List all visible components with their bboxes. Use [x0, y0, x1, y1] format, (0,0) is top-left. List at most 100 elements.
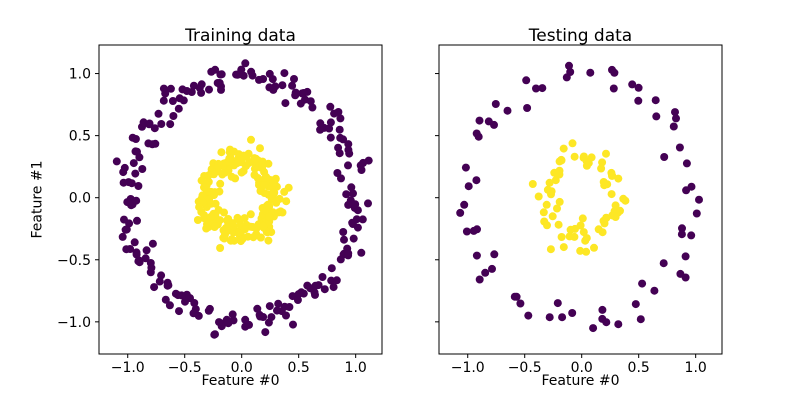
data-point [349, 189, 357, 198]
data-point [133, 147, 141, 156]
data-point [638, 279, 647, 288]
data-point [260, 181, 269, 190]
data-point [490, 120, 498, 129]
axis-ticks [435, 73, 697, 358]
data-point [568, 139, 577, 148]
data-point [616, 206, 624, 215]
data-point [150, 283, 159, 292]
data-point [259, 313, 268, 321]
data-point [582, 247, 591, 256]
data-point [296, 99, 305, 108]
data-point [198, 191, 207, 200]
data-point [179, 96, 188, 105]
data-point [256, 233, 265, 242]
data-point [475, 116, 484, 125]
x-tick-label: −1.0 [111, 360, 145, 376]
data-point [148, 239, 157, 248]
data-point [229, 228, 238, 237]
x-tick-label: −0.5 [508, 360, 542, 376]
data-point [135, 258, 144, 267]
data-point [221, 230, 229, 239]
data-point [250, 171, 259, 179]
data-point [329, 283, 338, 292]
data-point [551, 176, 560, 185]
data-point [166, 120, 175, 129]
data-point [316, 125, 325, 134]
data-point [636, 315, 645, 324]
data-point [133, 216, 141, 225]
data-point [687, 231, 696, 240]
data-point [282, 311, 290, 320]
data-point [233, 159, 242, 168]
data-point [260, 189, 269, 197]
data-point [557, 156, 566, 165]
data-point [634, 96, 643, 105]
data-point [532, 84, 540, 93]
data-point [217, 85, 225, 94]
data-point [271, 175, 280, 184]
data-point [299, 89, 308, 97]
data-point [682, 159, 691, 168]
data-point [206, 212, 215, 221]
data-point [608, 65, 616, 74]
data-point [578, 214, 587, 223]
data-point [344, 140, 353, 149]
data-point [174, 104, 183, 113]
y-tick-label: −1.0 [57, 315, 91, 331]
data-point [523, 104, 532, 112]
data-point [488, 264, 496, 273]
data-point [280, 187, 289, 196]
data-point [278, 208, 287, 217]
y-tick-label: 0.5 [69, 129, 91, 145]
data-point [211, 330, 219, 339]
data-point [659, 259, 668, 268]
data-point [200, 211, 208, 220]
data-point [607, 190, 616, 199]
data-point [464, 182, 473, 191]
data-point [168, 97, 177, 105]
data-point [118, 232, 127, 241]
data-point [543, 221, 551, 230]
data-point [159, 84, 168, 93]
data-point [294, 290, 303, 299]
data-point [461, 163, 470, 172]
data-point [215, 216, 224, 225]
data-point [195, 203, 204, 212]
data-point [651, 96, 660, 105]
data-point [282, 197, 291, 206]
data-point [145, 120, 154, 129]
x-tick-label: 0.0 [571, 360, 593, 376]
data-point [228, 219, 237, 228]
data-point [240, 225, 249, 234]
data-point [281, 99, 290, 108]
data-point [138, 165, 147, 173]
x-tick-label: 1.0 [685, 360, 707, 376]
data-point [240, 214, 249, 223]
data-point [491, 100, 500, 108]
y-axis-label: Feature #1 [29, 160, 46, 239]
data-point [462, 227, 471, 236]
data-point [559, 243, 568, 252]
data-point [249, 233, 258, 242]
data-point [132, 196, 141, 205]
data-point [224, 318, 233, 327]
data-point [261, 328, 270, 337]
data-point [169, 112, 178, 120]
data-point [155, 277, 164, 286]
data-point [129, 159, 138, 168]
data-point [213, 79, 222, 87]
data-point [349, 234, 358, 243]
data-point [524, 311, 533, 320]
data-point [565, 61, 573, 70]
data-point [681, 273, 690, 282]
x-tick-label: −0.5 [168, 360, 202, 376]
data-point [204, 220, 213, 229]
data-point [119, 168, 128, 177]
data-point [247, 67, 256, 76]
x-tick-label: 0.5 [628, 360, 650, 376]
data-point [226, 145, 234, 154]
data-point [353, 206, 362, 215]
data-point [258, 164, 266, 173]
data-point [555, 170, 564, 179]
